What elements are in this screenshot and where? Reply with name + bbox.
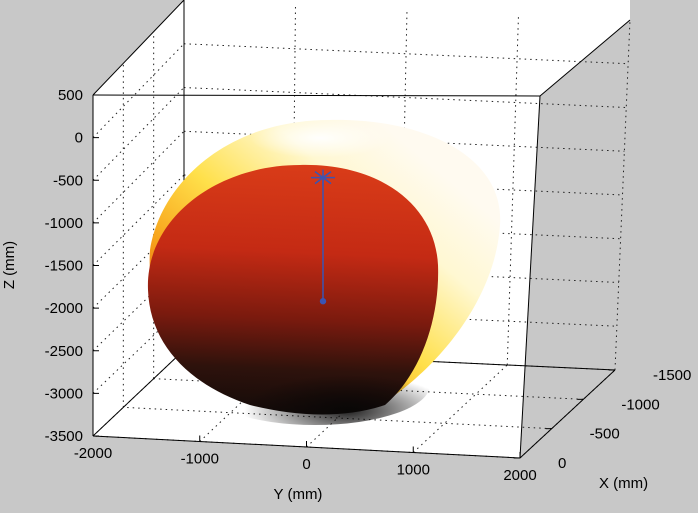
y-grid-back xyxy=(399,9,408,361)
ellipsoid-surface xyxy=(147,118,501,425)
tick-group: 5000-500-1000-1500-2000-2500-3000-3500-2… xyxy=(45,87,692,484)
z-axis-label: Z (mm) xyxy=(1,241,18,289)
y-tick-label: -2000 xyxy=(74,445,112,462)
z-tick-label: -3500 xyxy=(45,428,83,445)
x-axis-label: X (mm) xyxy=(599,475,648,492)
x-tick-label: 0 xyxy=(558,455,566,472)
y-grid-back xyxy=(291,4,296,356)
z-tick-label: -3000 xyxy=(45,385,83,402)
z-tick-label: -1000 xyxy=(45,215,83,232)
y-axis-label: Y (mm) xyxy=(274,486,323,503)
z-tick-label: 0 xyxy=(75,130,83,147)
z-tick-label: -1500 xyxy=(45,258,83,275)
ellipsoid-shadow xyxy=(200,345,430,425)
x-tick-label: -500 xyxy=(590,426,620,443)
marker-group xyxy=(311,169,335,305)
x-tick-label: -1500 xyxy=(653,367,691,384)
z-tick-label: -2500 xyxy=(45,343,83,360)
y-tick-label: 1000 xyxy=(397,462,430,479)
y-tick-label: 0 xyxy=(302,456,310,473)
y-tick-label: -1000 xyxy=(181,451,219,468)
z-tick-label: -500 xyxy=(53,172,83,189)
center-dot-marker xyxy=(319,298,327,305)
x-tick-label: -1000 xyxy=(621,396,659,413)
ellipsoid-highlight xyxy=(250,118,390,158)
z-tick-label: -2000 xyxy=(45,300,83,317)
y-grid-back xyxy=(506,14,519,366)
y-grid-back xyxy=(614,19,631,371)
y-tick-label: 2000 xyxy=(503,467,536,484)
z-tick-label: 500 xyxy=(58,87,83,104)
z-grid-back xyxy=(183,87,627,108)
top-asterisk-marker xyxy=(311,169,335,186)
